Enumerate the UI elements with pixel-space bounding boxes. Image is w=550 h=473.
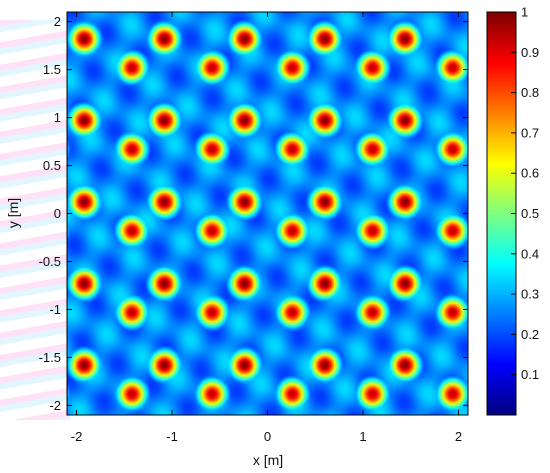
heatmap-image (67, 12, 468, 415)
y-tick-label: 1 (54, 110, 61, 125)
y-axis-label: y [m] (5, 198, 21, 228)
colorbar-tick-label: 0.1 (521, 367, 539, 382)
colorbar-tick-label: 0.7 (521, 125, 539, 140)
y-tick-label: -1 (49, 302, 61, 317)
colorbar-ticks: 1 0.9 0.8 0.7 0.6 0.5 0.4 0.3 0.2 0.1 (511, 5, 539, 382)
x-tick-label: -1 (166, 429, 178, 444)
y-tick-label: -1.5 (39, 350, 61, 365)
x-tick-label: 0 (264, 429, 271, 444)
y-tick-label: 2 (54, 14, 61, 29)
colorbar-tick-label: 0.6 (521, 166, 539, 181)
colorbar-tick-label: 0.4 (521, 246, 539, 261)
colorbar-tick-label: 1 (521, 5, 528, 20)
x-axis: -2 -1 0 1 2 (71, 12, 462, 444)
colorbar-tick-label: 0.5 (521, 206, 539, 221)
y-tick-label: 1.5 (43, 62, 61, 77)
colorbar: 1 0.9 0.8 0.7 0.6 0.5 0.4 0.3 0.2 0.1 (486, 5, 539, 416)
x-tick-label: 2 (455, 429, 462, 444)
x-tick-label: 1 (359, 429, 366, 444)
colorbar-tick-label: 0.9 (521, 45, 539, 60)
y-tick-label: 0 (54, 206, 61, 221)
colorbar-tick-label: 0.2 (521, 327, 539, 342)
x-tick-label: -2 (71, 429, 83, 444)
x-axis-label: x [m] (253, 452, 283, 468)
faded-background-artifact (0, 20, 70, 420)
y-tick-label: 0.5 (43, 158, 61, 173)
y-tick-label: -2 (49, 398, 61, 413)
y-tick-label: -0.5 (39, 254, 61, 269)
colorbar-tick-label: 0.8 (521, 85, 539, 100)
y-axis: 2 1.5 1 0.5 0 -0.5 -1 -1.5 -2 (39, 14, 468, 413)
plot-area (66, 11, 469, 416)
colorbar-tick-label: 0.3 (521, 287, 539, 302)
